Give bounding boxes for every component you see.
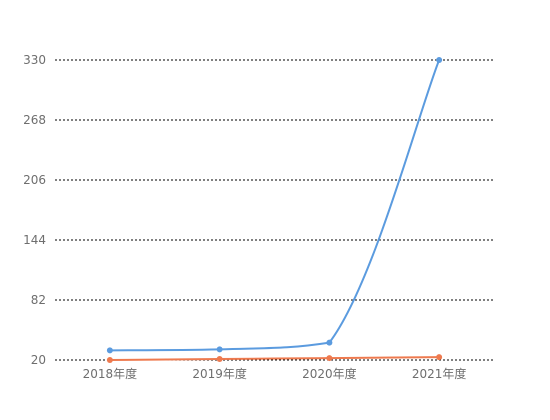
series-2-point[interactable]	[106, 357, 113, 363]
y-tick-label: 330	[23, 53, 46, 67]
grid	[55, 59, 494, 361]
x-tick-label: 2019年度	[192, 366, 247, 381]
y-tick-label: 20	[31, 353, 46, 367]
series-1-point[interactable]	[216, 346, 223, 353]
y-tick-label: 268	[23, 113, 46, 127]
x-tick-label: 2021年度	[412, 366, 467, 381]
series-1-point[interactable]	[326, 339, 333, 346]
y-tick-label: 206	[23, 173, 46, 187]
series-2-point[interactable]	[326, 355, 333, 362]
y-tick-label: 144	[23, 233, 46, 247]
x-tick-label: 2020年度	[302, 366, 357, 381]
series-line-2	[109, 356, 440, 361]
series-2-point[interactable]	[436, 354, 443, 361]
series-1-point[interactable]	[106, 347, 113, 354]
y-axis: 20 82 144 206 268 330	[23, 53, 46, 367]
y-tick-label: 82	[31, 293, 46, 307]
x-axis: 2018年度 2019年度 2020年度 2021年度	[83, 366, 467, 381]
x-tick-label: 2018年度	[83, 366, 138, 381]
series-2-point[interactable]	[216, 356, 223, 363]
series-group	[106, 57, 443, 363]
series-line-1	[109, 59, 441, 352]
series-1-point[interactable]	[436, 57, 443, 63]
